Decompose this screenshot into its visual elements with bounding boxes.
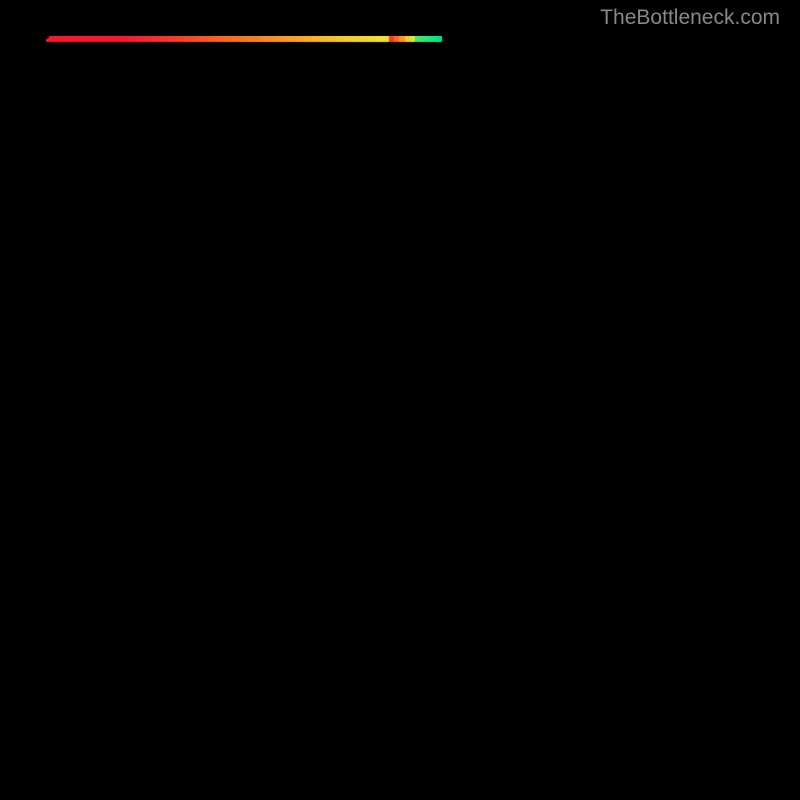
marker-dot	[41, 31, 50, 40]
watermark-text: TheBottleneck.com	[600, 6, 780, 30]
bottleneck-heatmap	[45, 35, 765, 755]
crosshair-horizontal	[45, 35, 765, 36]
heatmap-canvas	[45, 35, 765, 755]
crosshair-vertical	[45, 35, 46, 755]
